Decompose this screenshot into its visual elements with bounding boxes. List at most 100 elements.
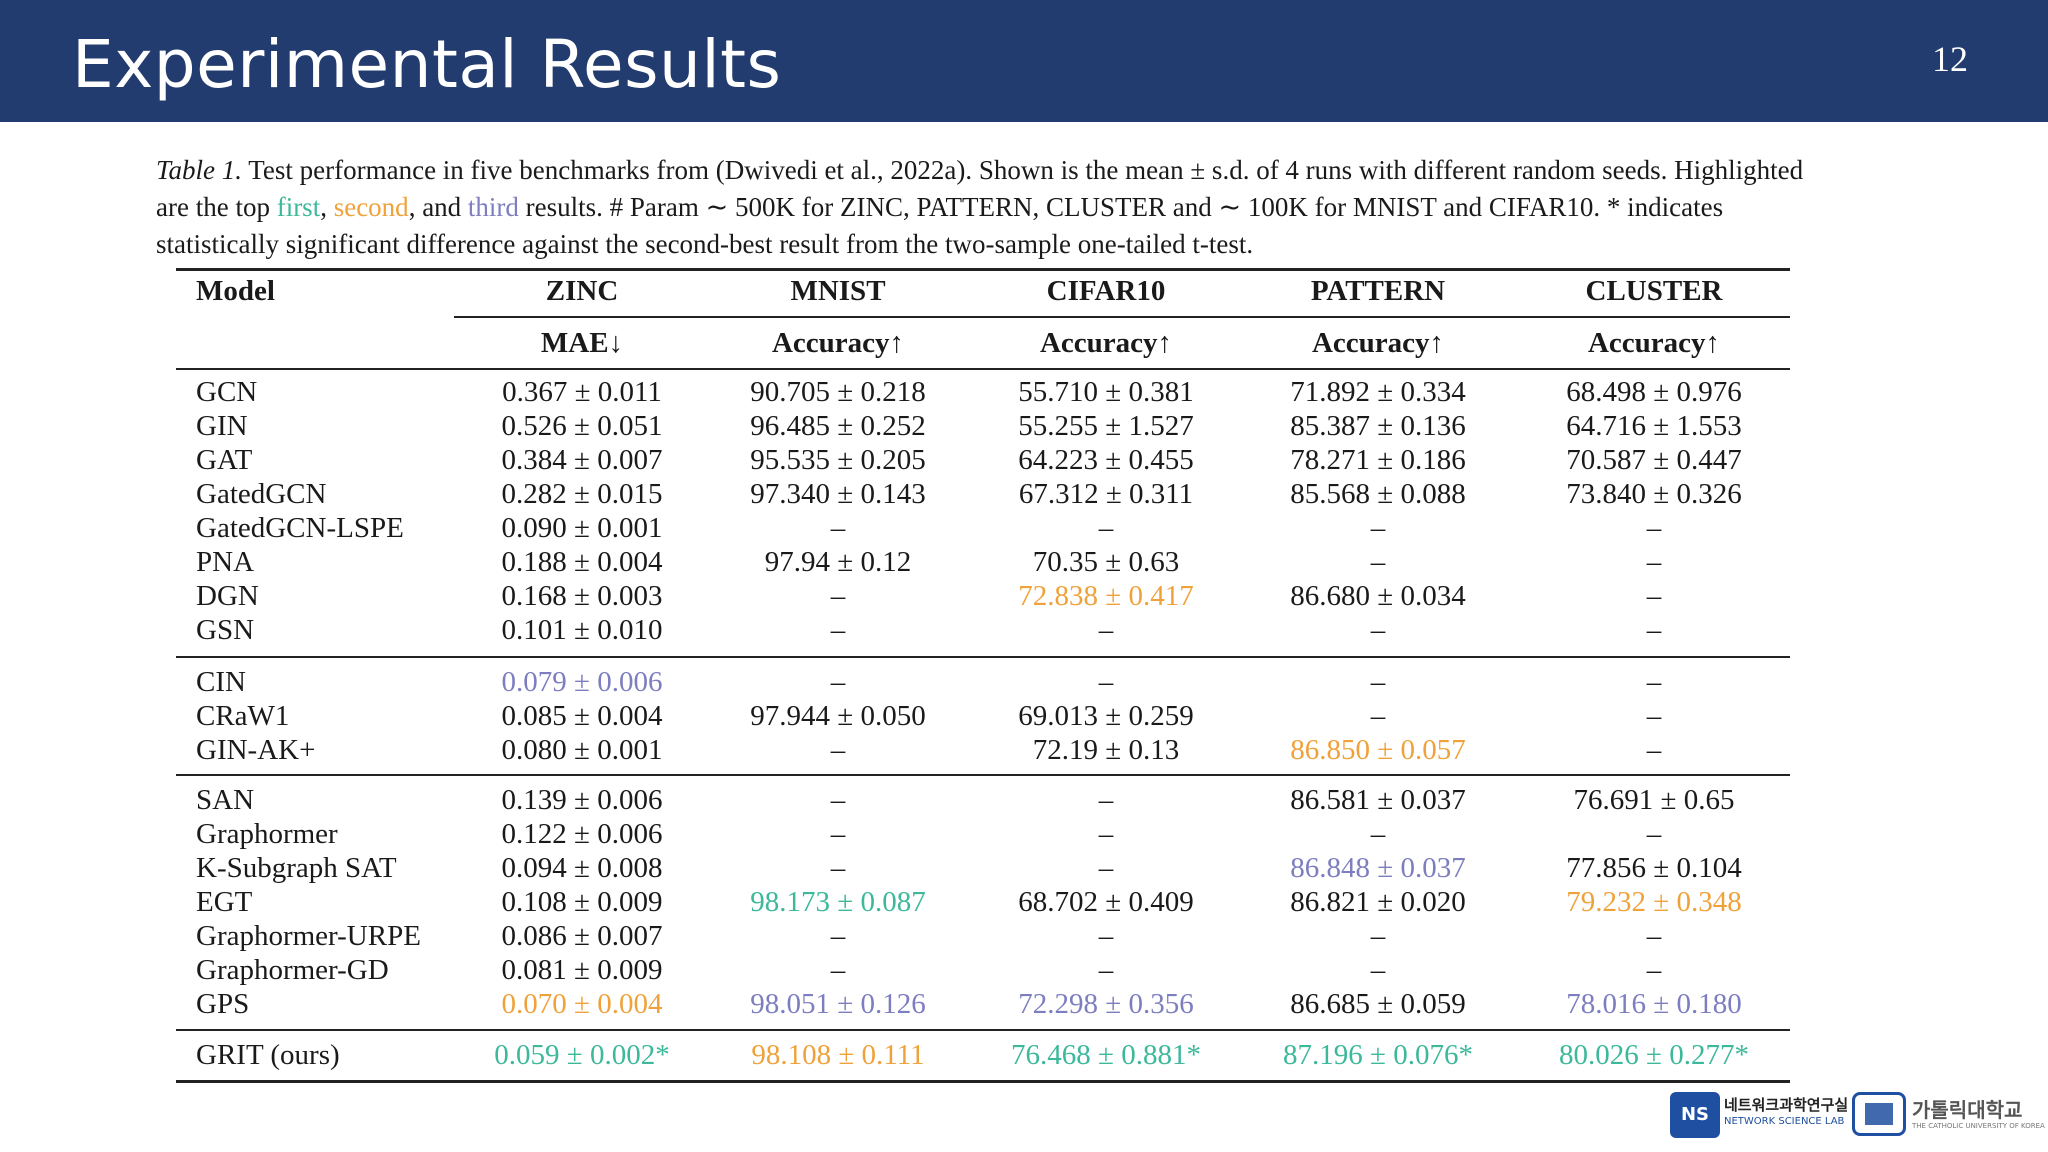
- result-cell: –: [1370, 920, 1386, 952]
- result-cell: –: [1098, 666, 1114, 698]
- result-cell: 79.232 ± 0.348: [1566, 886, 1742, 918]
- result-cell: –: [1646, 580, 1662, 612]
- result-cell: 86.821 ± 0.020: [1290, 886, 1466, 918]
- result-cell: 0.081 ± 0.009: [501, 954, 663, 986]
- caption-first-word: first: [276, 192, 321, 222]
- result-cell: 0.367 ± 0.011: [502, 376, 662, 408]
- result-cell: 97.94 ± 0.12: [764, 546, 912, 578]
- dataset-header: CIFAR10: [1046, 275, 1166, 307]
- result-cell: –: [1098, 852, 1114, 884]
- table-bottom-rule: [176, 1080, 1790, 1083]
- result-cell: 98.108 ± 0.111: [751, 1039, 925, 1071]
- university-name-english: THE CATHOLIC UNIVERSITY OF KOREA: [1912, 1122, 2045, 1130]
- model-name: DGN: [196, 580, 259, 612]
- result-cell: 72.298 ± 0.356: [1018, 988, 1194, 1020]
- model-name: K-Subgraph SAT: [196, 852, 397, 884]
- result-cell: 64.223 ± 0.455: [1018, 444, 1194, 476]
- group-separator-rule: [176, 656, 1790, 658]
- caption-text-1: Test performance in five benchmarks from…: [156, 155, 1804, 222]
- model-name: PNA: [196, 546, 255, 578]
- model-name: GRIT (ours): [196, 1039, 340, 1071]
- result-cell: 64.716 ± 1.553: [1566, 410, 1742, 442]
- model-name: GatedGCN-LSPE: [196, 512, 404, 544]
- result-cell: 76.468 ± 0.881*: [1011, 1039, 1201, 1071]
- caption-table-label: Table 1.: [156, 155, 243, 185]
- model-name: GIN: [196, 410, 248, 442]
- network-science-lab-logo: NS 네트워크과학연구실 NETWORK SCIENCE LAB: [1670, 1092, 1849, 1138]
- result-cell: 78.016 ± 0.180: [1566, 988, 1742, 1020]
- university-name-korean: 가톨릭대학교: [1912, 1098, 2023, 1122]
- result-cell: 68.702 ± 0.409: [1018, 886, 1194, 918]
- model-name: GSN: [196, 614, 255, 646]
- result-cell: 0.059 ± 0.002*: [494, 1039, 670, 1071]
- lab-logo-mark: NS: [1670, 1092, 1720, 1138]
- result-cell: –: [1370, 666, 1386, 698]
- result-cell: –: [1646, 666, 1662, 698]
- table-caption: Table 1. Test performance in five benchm…: [156, 152, 1816, 263]
- caption-text-2: results. # Param ∼ 500K for ZINC, PATTER…: [156, 192, 1724, 259]
- result-cell: –: [830, 954, 846, 986]
- result-cell: 0.526 ± 0.051: [501, 410, 663, 442]
- result-cell: 0.139 ± 0.006: [501, 784, 663, 816]
- dataset-header-rule: [454, 316, 1790, 318]
- result-cell: –: [830, 784, 846, 816]
- result-cell: –: [1098, 818, 1114, 850]
- model-name: EGT: [196, 886, 253, 918]
- lab-name-korean: 네트워크과학연구실: [1724, 1096, 1849, 1114]
- catholic-university-logo: 가톨릭대학교 THE CATHOLIC UNIVERSITY OF KOREA: [1852, 1090, 2045, 1140]
- result-cell: 87.196 ± 0.076*: [1283, 1039, 1473, 1071]
- result-cell: –: [1646, 546, 1662, 578]
- model-name: Graphormer: [196, 818, 338, 850]
- result-cell: 0.384 ± 0.007: [501, 444, 663, 476]
- footer-logos: NS 네트워크과학연구실 NETWORK SCIENCE LAB 가톨릭대학교 …: [1670, 1088, 2045, 1144]
- result-cell: 98.173 ± 0.087: [750, 886, 926, 918]
- metric-header: Accuracy↑: [1311, 327, 1445, 359]
- result-cell: 86.680 ± 0.034: [1290, 580, 1466, 612]
- model-name: Graphormer-GD: [196, 954, 389, 986]
- dataset-header: CLUSTER: [1585, 275, 1723, 307]
- result-cell: 0.188 ± 0.004: [501, 546, 663, 578]
- result-cell: –: [1646, 700, 1662, 732]
- result-cell: 0.282 ± 0.015: [501, 478, 663, 510]
- metric-header: Accuracy↑: [771, 327, 905, 359]
- metric-header: MAE↓: [540, 327, 624, 359]
- result-cell: –: [1646, 920, 1662, 952]
- result-cell: 0.085 ± 0.004: [501, 700, 663, 732]
- result-cell: –: [1646, 614, 1662, 646]
- model-name: GPS: [196, 988, 250, 1020]
- caption-second-word: second: [333, 192, 409, 222]
- result-cell: –: [830, 614, 846, 646]
- result-cell: –: [1098, 614, 1114, 646]
- result-cell: 85.568 ± 0.088: [1290, 478, 1466, 510]
- slide-number: 12: [1932, 39, 1968, 79]
- result-cell: 78.271 ± 0.186: [1290, 444, 1466, 476]
- result-cell: 86.850 ± 0.057: [1290, 734, 1466, 766]
- result-cell: 85.387 ± 0.136: [1290, 410, 1466, 442]
- result-cell: 67.312 ± 0.311: [1018, 478, 1194, 510]
- model-name: SAN: [196, 784, 255, 816]
- result-cell: 86.581 ± 0.037: [1290, 784, 1466, 816]
- university-emblem-icon: [1852, 1092, 1906, 1136]
- result-cell: –: [1370, 512, 1386, 544]
- result-cell: –: [1646, 512, 1662, 544]
- model-name: GAT: [196, 444, 253, 476]
- result-cell: 96.485 ± 0.252: [750, 410, 926, 442]
- lab-name-english: NETWORK SCIENCE LAB: [1724, 1116, 1845, 1127]
- result-cell: 0.122 ± 0.006: [501, 818, 663, 850]
- result-cell: –: [1098, 784, 1114, 816]
- result-cell: –: [1370, 700, 1386, 732]
- model-name: CRaW1: [196, 700, 290, 732]
- result-cell: –: [830, 580, 846, 612]
- result-cell: –: [1098, 512, 1114, 544]
- model-column-header: Model: [196, 275, 275, 307]
- result-cell: 70.587 ± 0.447: [1566, 444, 1742, 476]
- slide-title: Experimental Results: [72, 26, 782, 103]
- result-cell: 0.094 ± 0.008: [501, 852, 663, 884]
- result-cell: 0.090 ± 0.001: [501, 512, 663, 544]
- result-cell: –: [1646, 954, 1662, 986]
- group-separator-rule: [176, 1029, 1790, 1031]
- result-cell: –: [1370, 818, 1386, 850]
- metric-header: Accuracy↑: [1587, 327, 1721, 359]
- result-cell: 95.535 ± 0.205: [750, 444, 926, 476]
- result-cell: 0.079 ± 0.006: [501, 666, 663, 698]
